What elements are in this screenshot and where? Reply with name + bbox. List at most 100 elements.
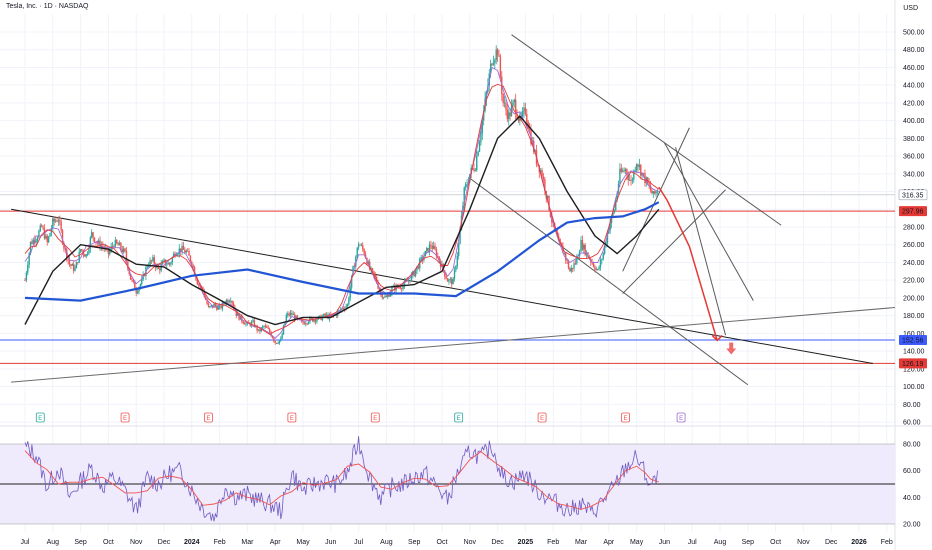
candle-body[interactable]: [517, 118, 520, 122]
candle-body[interactable]: [75, 262, 78, 269]
candle-body[interactable]: [528, 128, 531, 130]
candle-body[interactable]: [195, 275, 197, 280]
candle-body[interactable]: [196, 279, 199, 285]
candle-body[interactable]: [173, 253, 175, 258]
candle-body[interactable]: [451, 278, 453, 285]
candle-body[interactable]: [410, 274, 413, 282]
candle-body[interactable]: [407, 280, 410, 282]
earnings-marker[interactable]: [35, 412, 45, 423]
candle-body[interactable]: [574, 263, 577, 265]
candle-body[interactable]: [293, 314, 296, 320]
candle-body[interactable]: [88, 248, 90, 254]
candle-body[interactable]: [413, 271, 415, 277]
candle-body[interactable]: [318, 315, 321, 317]
candle-body[interactable]: [146, 265, 149, 268]
candle-body[interactable]: [352, 266, 354, 276]
candle-body[interactable]: [606, 233, 609, 244]
candle-body[interactable]: [79, 249, 82, 252]
earnings-marker[interactable]: [287, 412, 297, 423]
candle-body[interactable]: [282, 325, 285, 335]
candle-body[interactable]: [47, 236, 50, 243]
candle-body[interactable]: [346, 304, 349, 307]
candle-body[interactable]: [245, 323, 247, 325]
candle-body[interactable]: [476, 155, 478, 171]
candle-body[interactable]: [409, 280, 411, 282]
candle-body[interactable]: [498, 55, 500, 57]
candle-body[interactable]: [420, 257, 422, 259]
candle-body[interactable]: [159, 268, 161, 271]
candle-body[interactable]: [642, 172, 645, 174]
candle-body[interactable]: [385, 295, 388, 298]
candle-body[interactable]: [648, 183, 650, 186]
candle-body[interactable]: [445, 276, 447, 279]
candle-body[interactable]: [78, 251, 80, 263]
candle-body[interactable]: [355, 256, 357, 267]
candle-body[interactable]: [400, 288, 403, 290]
candle-body[interactable]: [573, 263, 575, 269]
candle-body[interactable]: [198, 284, 200, 286]
candle-body[interactable]: [328, 314, 331, 319]
earnings-marker[interactable]: [370, 412, 380, 423]
candle-body[interactable]: [175, 255, 178, 256]
candle-body[interactable]: [345, 306, 347, 310]
candle-body[interactable]: [61, 230, 64, 244]
candle-body[interactable]: [268, 328, 271, 332]
candle-body[interactable]: [350, 275, 353, 288]
candle-body[interactable]: [402, 285, 404, 289]
candle-body[interactable]: [89, 237, 92, 249]
candle-body[interactable]: [584, 244, 586, 255]
earnings-marker[interactable]: [676, 412, 686, 423]
candle-body[interactable]: [139, 284, 142, 288]
candle-body[interactable]: [456, 255, 458, 266]
candle-body[interactable]: [116, 239, 118, 244]
earnings-marker[interactable]: [204, 412, 213, 423]
candle-body[interactable]: [189, 255, 192, 262]
candle-body[interactable]: [417, 266, 420, 269]
candle-body[interactable]: [509, 112, 511, 117]
candle-body[interactable]: [638, 164, 641, 167]
candle-body[interactable]: [430, 244, 432, 246]
candle-body[interactable]: [566, 259, 568, 261]
trend-line[interactable]: [469, 177, 749, 386]
candle-body[interactable]: [66, 249, 68, 260]
candle-body[interactable]: [380, 290, 382, 294]
candle-body[interactable]: [459, 230, 461, 244]
candle-body[interactable]: [274, 341, 276, 343]
candle-body[interactable]: [149, 260, 151, 266]
candle-body[interactable]: [620, 168, 623, 172]
candle-body[interactable]: [499, 56, 502, 77]
candle-body[interactable]: [24, 280, 26, 281]
candle-body[interactable]: [264, 325, 267, 327]
candle-body[interactable]: [157, 265, 160, 269]
candle-body[interactable]: [184, 249, 186, 253]
candle-body[interactable]: [267, 327, 269, 329]
candle-body[interactable]: [42, 226, 44, 229]
earnings-marker[interactable]: [454, 412, 464, 423]
candle-body[interactable]: [612, 212, 614, 216]
candle-body[interactable]: [214, 303, 217, 306]
candle-body[interactable]: [609, 223, 611, 231]
candle-body[interactable]: [537, 164, 539, 166]
candle-body[interactable]: [364, 253, 367, 259]
candle-body[interactable]: [49, 233, 51, 237]
candle-body[interactable]: [416, 266, 418, 271]
candle-body[interactable]: [203, 291, 206, 297]
candle-body[interactable]: [635, 164, 638, 171]
candle-body[interactable]: [225, 300, 228, 304]
candle-body[interactable]: [114, 239, 117, 247]
candle-body[interactable]: [481, 120, 484, 134]
candle-body[interactable]: [186, 250, 189, 252]
candle-body[interactable]: [191, 261, 193, 266]
candle-body[interactable]: [224, 303, 226, 305]
candle-body[interactable]: [148, 265, 150, 267]
candle-body[interactable]: [619, 168, 621, 184]
candle-body[interactable]: [127, 260, 129, 270]
candle-body[interactable]: [59, 220, 61, 222]
candle-body[interactable]: [463, 187, 465, 206]
candle-body[interactable]: [356, 247, 358, 257]
candle-body[interactable]: [178, 248, 180, 254]
candle-body[interactable]: [36, 237, 39, 241]
candle-body[interactable]: [287, 313, 289, 315]
candle-body[interactable]: [426, 247, 428, 251]
candle-body[interactable]: [281, 334, 283, 339]
